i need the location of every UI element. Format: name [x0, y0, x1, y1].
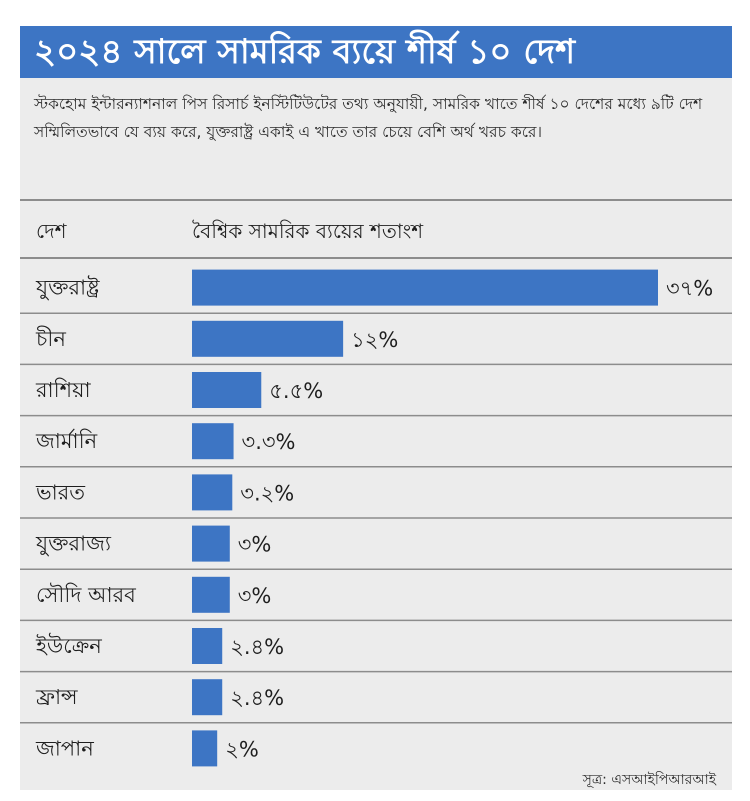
- bar-rows: যুক্তরাষ্ট্র ৩৭% চীন ১২% রাশিয়া ৫.৫% জার্মানি…: [20, 269, 732, 767]
- bar: [192, 372, 262, 408]
- chart-title: ২০২৪ সালে সামরিক ব্যয়ে শীর্ষ ১০ দেশ: [20, 26, 732, 78]
- country-label: জাপান: [35, 736, 94, 760]
- bar: [192, 320, 344, 357]
- chart-subtitle: স্টকহোম ইন্টারন্যাশনাল পিস রিসার্চ ইনস্ট…: [34, 95, 703, 141]
- country-label: চীন: [35, 326, 66, 351]
- value-label: ৩.২%: [240, 481, 294, 505]
- header-share: বৈশ্বিক সামরিক ব্যয়ের শতাংশ: [192, 219, 424, 243]
- country-label: রাশিয়া: [35, 378, 91, 402]
- bar: [192, 423, 234, 460]
- value-label: ৩%: [238, 533, 272, 557]
- value-label: ৩৭%: [666, 277, 713, 301]
- header-country: দেশ: [36, 219, 68, 243]
- value-label: ২.৪%: [230, 635, 284, 659]
- value-label: ২.৪%: [230, 686, 284, 710]
- value-label: ২%: [225, 737, 259, 761]
- bar: [192, 628, 223, 664]
- chart-panel: ২০২৪ সালে সামরিক ব্যয়ে শীর্ষ ১০ দেশ স্ট…: [20, 26, 732, 790]
- value-label: ৩%: [238, 584, 272, 608]
- bar: [192, 525, 230, 562]
- country-label: যুক্তরাজ্য: [35, 532, 112, 556]
- country-label: যুক্তরাষ্ট্র: [35, 276, 100, 300]
- bar: [192, 679, 223, 716]
- country-label: ভারত: [35, 480, 86, 504]
- value-label: ১২%: [351, 328, 398, 352]
- bar: [192, 576, 230, 613]
- bar: [192, 730, 218, 767]
- bar-chart: দেশ বৈশ্বিক সামরিক ব্যয়ের শতাংশ যুক্তরা…: [20, 199, 732, 767]
- country-label: সৌদি আরব: [36, 583, 136, 607]
- source-note: সূত্র: এসআইপিআরআই: [582, 772, 716, 788]
- bar: [192, 269, 658, 306]
- country-label: ফ্রান্স: [35, 685, 78, 709]
- country-label: জার্মানি: [35, 428, 98, 453]
- country-label: ইউক্রেন: [35, 633, 102, 658]
- value-label: ৩.৩%: [242, 430, 296, 454]
- value-label: ৫.৫%: [269, 379, 323, 403]
- bar: [192, 474, 233, 511]
